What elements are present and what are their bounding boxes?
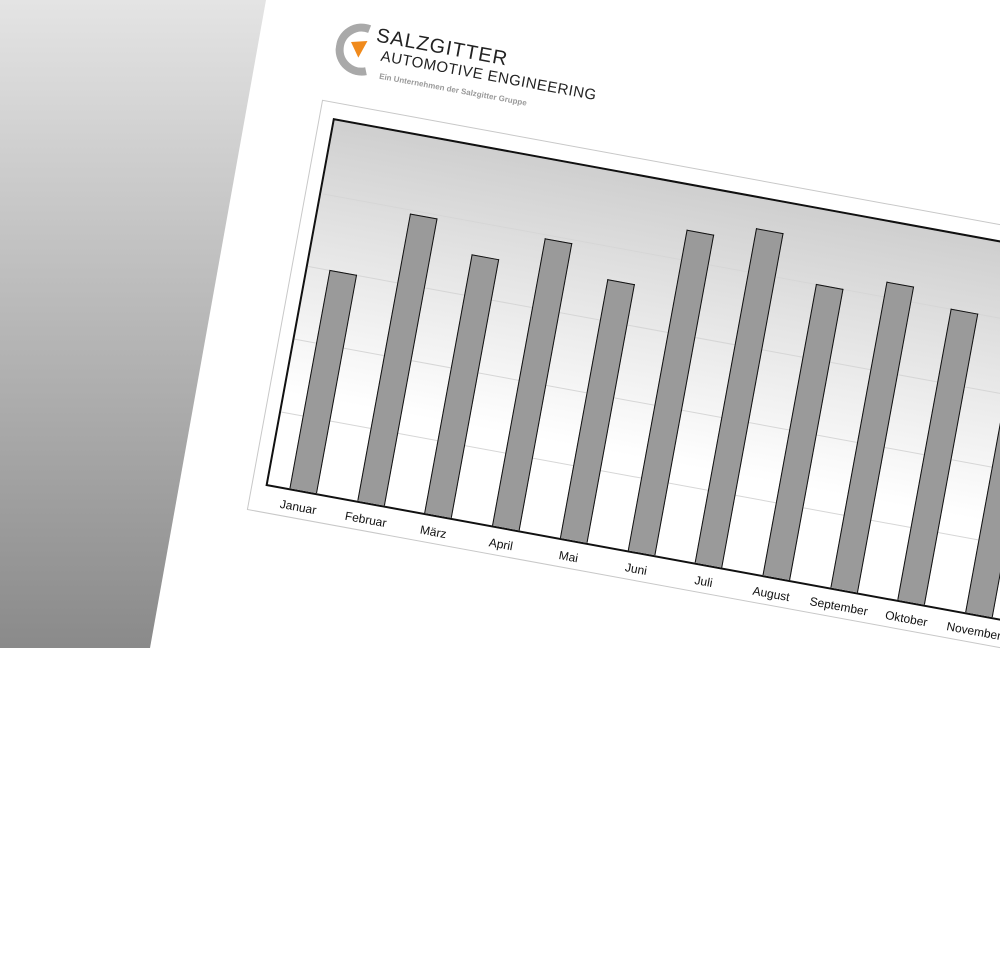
logo-ring-icon (335, 23, 372, 76)
bar-Oktober (897, 308, 979, 605)
bar-Juli (694, 227, 784, 568)
bar-Januar (289, 269, 358, 494)
bar-Juni (627, 229, 714, 556)
background-gradient-panel (0, 0, 266, 648)
document-page: SALZGITTER AUTOMOTIVE ENGINEERING Ein Un… (225, 23, 1000, 961)
bar-Februar (357, 213, 438, 506)
company-logo: SALZGITTER AUTOMOTIVE ENGINEERING Ein Un… (325, 18, 735, 179)
bar-August (762, 283, 844, 581)
bar-November (965, 328, 1000, 618)
bar-April (492, 237, 573, 531)
bar-September (830, 281, 914, 593)
